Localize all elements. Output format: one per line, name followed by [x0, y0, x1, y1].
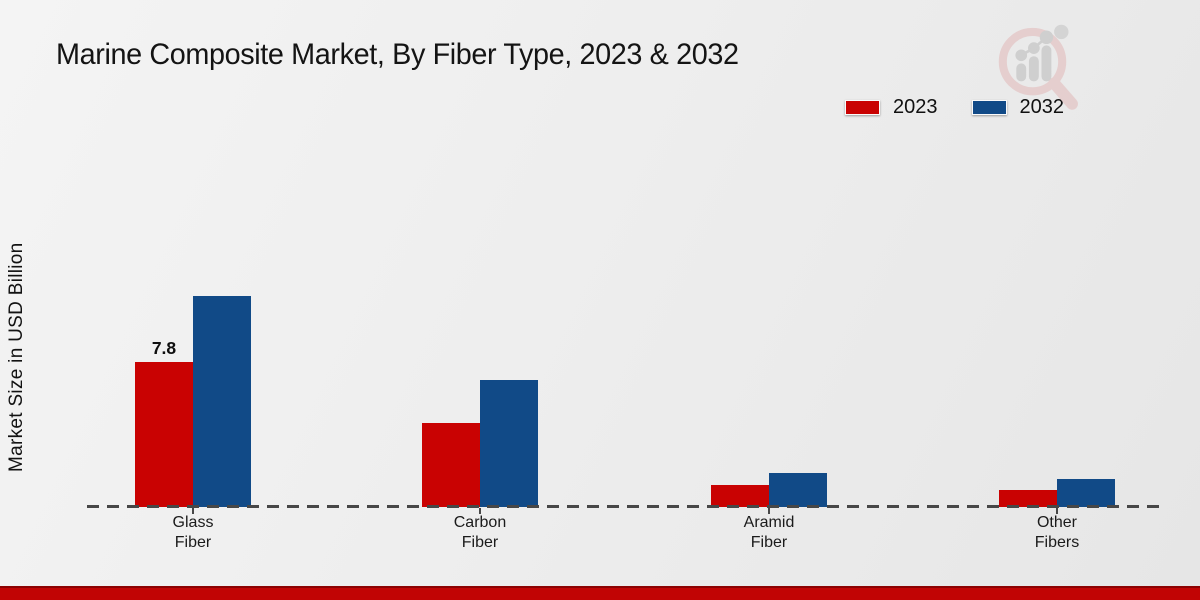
- bar-2023-carbon-fiber: [422, 423, 480, 507]
- legend-item-2023: 2023: [845, 96, 938, 119]
- category-label-other-fibers: Other Fibers: [1034, 514, 1080, 551]
- x-axis-tick-aramid-fiber: [768, 508, 770, 514]
- legend-label-2032: 2032: [1019, 96, 1065, 118]
- chart-title: Marine Composite Market, By Fiber Type, …: [56, 38, 739, 71]
- bar-2032-aramid-fiber: [769, 473, 827, 507]
- bar-2023-aramid-fiber: [711, 484, 769, 507]
- legend: 2023 2032: [845, 96, 1064, 119]
- magnifier-bar-chart-watermark-icon: [998, 24, 1078, 110]
- x-axis-tick-carbon-fiber: [479, 508, 481, 514]
- bar-2023-glass-fiber: [135, 361, 193, 507]
- bar-2032-other-fibers: [1057, 479, 1115, 507]
- x-axis-tick-other-fibers: [1056, 508, 1058, 514]
- bar-value-label-2023-glass-fiber: 7.8: [151, 337, 177, 358]
- x-axis-tick-glass-fiber: [192, 508, 194, 514]
- category-label-aramid-fiber: Aramid Fiber: [743, 514, 795, 551]
- legend-swatch-2023: [845, 100, 880, 115]
- legend-item-2032: 2032: [971, 96, 1065, 119]
- bar-2023-other-fibers: [999, 490, 1057, 507]
- category-label-carbon-fiber: Carbon Fiber: [453, 514, 507, 551]
- bar-2032-carbon-fiber: [480, 380, 538, 507]
- category-label-glass-fiber: Glass Fiber: [172, 514, 214, 551]
- legend-swatch-2032: [971, 100, 1007, 115]
- footer-accent-bar: [0, 586, 1200, 600]
- bar-2032-glass-fiber: [193, 296, 251, 507]
- legend-label-2023: 2023: [893, 96, 938, 118]
- x-axis-baseline: [87, 505, 1163, 508]
